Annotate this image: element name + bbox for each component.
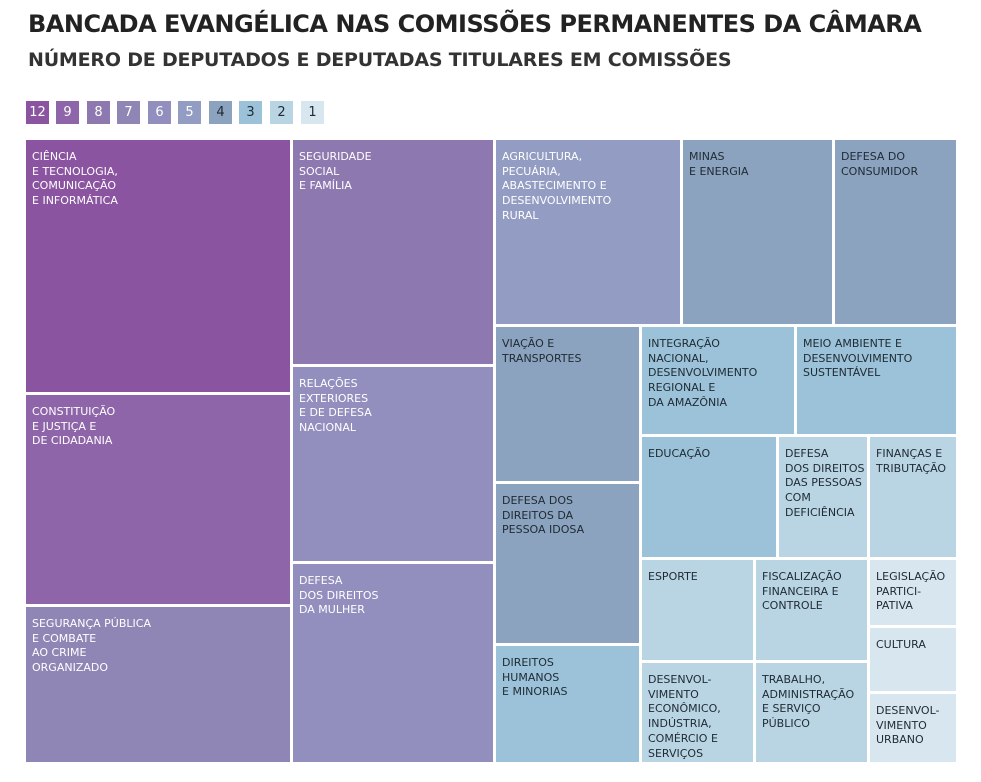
- treemap-tile-label: DEFESA DOS DIREITOS DAS PESSOAS COM DEFI…: [785, 447, 865, 519]
- chart-title: BANCADA EVANGÉLICA NAS COMISSÕES PERMANE…: [28, 10, 922, 38]
- treemap-tile-label: FINANÇAS E TRIBUTAÇÃO: [876, 447, 947, 475]
- legend-swatch-2: 2: [270, 101, 293, 124]
- treemap-tile: INTEGRAÇÃO NACIONAL, DESENVOLVIMENTO REG…: [642, 327, 794, 434]
- treemap-tile: EDUCAÇÃO: [642, 437, 776, 557]
- treemap-tile: MEIO AMBIENTE E DESENVOLVIMENTO SUSTENTÁ…: [797, 327, 956, 434]
- treemap-tile: SEGURIDADE SOCIAL E FAMÍLIA: [293, 140, 493, 364]
- treemap-tile-label: DESENVOL- VIMENTO ECONÔMICO, INDÚSTRIA, …: [648, 673, 721, 760]
- legend-swatch-9: 9: [56, 101, 79, 124]
- legend-swatch-8: 8: [87, 101, 110, 124]
- treemap-tile-label: CULTURA: [876, 638, 926, 651]
- treemap-tile-label: ESPORTE: [648, 570, 698, 583]
- treemap-tile: VIAÇÃO E TRANSPORTES: [496, 327, 639, 481]
- treemap-tile-label: FISCALIZAÇÃO FINANCEIRA E CONTROLE: [762, 570, 842, 613]
- treemap-tile: DEFESA DOS DIREITOS DA MULHER: [293, 564, 493, 762]
- treemap-tile-label: CONSTITUIÇÃO E JUSTIÇA E DE CIDADANIA: [32, 405, 116, 448]
- treemap-tile: AGRICULTURA, PECUÁRIA, ABASTECIMENTO E D…: [496, 140, 680, 324]
- treemap-tile-label: MEIO AMBIENTE E DESENVOLVIMENTO SUSTENTÁ…: [803, 337, 913, 380]
- treemap-tile: TRABALHO, ADMINISTRAÇÃO E SERVIÇO PÚBLIC…: [756, 663, 867, 762]
- treemap-tile-label: VIAÇÃO E TRANSPORTES: [502, 337, 582, 365]
- treemap-tile-label: EDUCAÇÃO: [648, 447, 711, 460]
- treemap-tile-label: SEGURIDADE SOCIAL E FAMÍLIA: [299, 150, 372, 193]
- treemap-tile-label: INTEGRAÇÃO NACIONAL, DESENVOLVIMENTO REG…: [648, 337, 758, 409]
- treemap-tile-label: SEGURANÇA PÚBLICA E COMBATE AO CRIME ORG…: [32, 617, 151, 675]
- treemap-tile: MINAS E ENERGIA: [683, 140, 832, 324]
- treemap-tile-label: LEGISLAÇÃO PARTICI- PATIVA: [876, 570, 946, 613]
- treemap-tile-label: TRABALHO, ADMINISTRAÇÃO E SERVIÇO PÚBLIC…: [762, 673, 855, 731]
- treemap-tile-label: DEFESA DO CONSUMIDOR: [841, 150, 919, 178]
- treemap-tile: FISCALIZAÇÃO FINANCEIRA E CONTROLE: [756, 560, 867, 660]
- treemap-tile-label: DEFESA DOS DIREITOS DA MULHER: [299, 574, 379, 617]
- treemap-tile: DIREITOS HUMANOS E MINORIAS: [496, 646, 639, 762]
- treemap-tile-label: AGRICULTURA, PECUÁRIA, ABASTECIMENTO E D…: [502, 150, 612, 222]
- treemap-tile: SEGURANÇA PÚBLICA E COMBATE AO CRIME ORG…: [26, 607, 290, 762]
- treemap-tile: CULTURA: [870, 628, 956, 691]
- treemap-tile: DESENVOL- VIMENTO URBANO: [870, 694, 956, 762]
- treemap-tile: CIÊNCIA E TECNOLOGIA, COMUNICAÇÃO E INFO…: [26, 140, 290, 392]
- legend-swatch-1: 1: [301, 101, 324, 124]
- treemap-tile: DESENVOL- VIMENTO ECONÔMICO, INDÚSTRIA, …: [642, 663, 753, 762]
- treemap-tile-label: MINAS E ENERGIA: [689, 150, 749, 178]
- treemap-tile: CONSTITUIÇÃO E JUSTIÇA E DE CIDADANIA: [26, 395, 290, 604]
- legend-swatch-3: 3: [239, 101, 262, 124]
- treemap-tile: ESPORTE: [642, 560, 753, 660]
- treemap-tile: FINANÇAS E TRIBUTAÇÃO: [870, 437, 956, 557]
- treemap-tile: RELAÇÕES EXTERIORES E DE DEFESA NACIONAL: [293, 367, 493, 561]
- treemap-tile-label: RELAÇÕES EXTERIORES E DE DEFESA NACIONAL: [299, 377, 372, 435]
- treemap-tile-label: DESENVOL- VIMENTO URBANO: [876, 704, 940, 747]
- treemap-tile: DEFESA DO CONSUMIDOR: [835, 140, 956, 324]
- legend-swatch-4: 4: [209, 101, 232, 124]
- treemap-tile: DEFESA DOS DIREITOS DA PESSOA IDOSA: [496, 484, 639, 643]
- legend-swatch-12: 12: [26, 101, 49, 124]
- legend-swatch-5: 5: [178, 101, 201, 124]
- legend-swatch-6: 6: [148, 101, 171, 124]
- treemap-tile-label: CIÊNCIA E TECNOLOGIA, COMUNICAÇÃO E INFO…: [32, 150, 118, 208]
- treemap-tile-label: DEFESA DOS DIREITOS DA PESSOA IDOSA: [502, 494, 585, 537]
- treemap-tile: LEGISLAÇÃO PARTICI- PATIVA: [870, 560, 956, 625]
- chart-subtitle: NÚMERO DE DEPUTADOS E DEPUTADAS TITULARE…: [28, 49, 732, 71]
- treemap-tile: DEFESA DOS DIREITOS DAS PESSOAS COM DEFI…: [779, 437, 867, 557]
- treemap-tile-label: DIREITOS HUMANOS E MINORIAS: [502, 656, 568, 699]
- legend-swatch-7: 7: [117, 101, 140, 124]
